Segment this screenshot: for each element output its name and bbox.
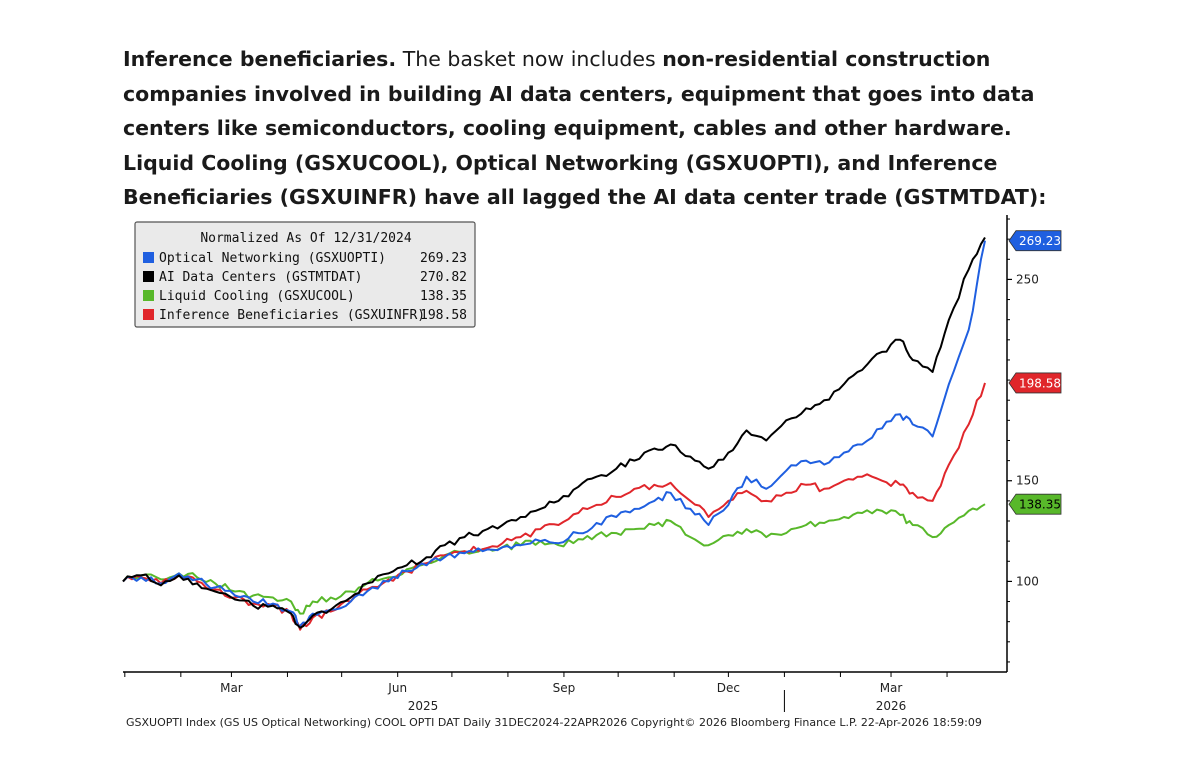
legend-title: Normalized As Of 12/31/2024 <box>200 231 411 246</box>
x-year-label-0: 2025 <box>408 699 439 713</box>
x-tick-label-4: Mar <box>880 681 903 695</box>
end-value-label-3: 198.58 <box>1019 376 1061 390</box>
legend-label-0: Optical Networking (GSXUOPTI) <box>159 251 386 266</box>
legend-swatch-0 <box>143 252 154 263</box>
series-line-0 <box>122 240 986 627</box>
end-value-label-2: 138.35 <box>1019 498 1061 512</box>
legend-swatch-2 <box>143 290 154 301</box>
legend-swatch-1 <box>143 271 154 282</box>
legend-swatch-3 <box>143 309 154 320</box>
legend-value-0: 269.23 <box>420 251 467 266</box>
legend-label-1: AI Data Centers (GSTMTDAT) <box>159 270 363 285</box>
x-tick-label-2: Sep <box>553 681 576 695</box>
end-value-tag-2 <box>1008 493 1062 515</box>
legend-value-3: 198.58 <box>420 308 467 323</box>
x-tick-label-0: Mar <box>220 681 243 695</box>
legend-label-3: Inference Beneficiaries (GSXUINFR) <box>159 308 425 323</box>
emphasis-text: non-residential construction companies i… <box>123 47 1047 209</box>
x-tick-label-3: Dec <box>717 681 740 695</box>
series-line-1 <box>122 236 986 629</box>
legend-label-2: Liquid Cooling (GSXUCOOL) <box>159 289 355 304</box>
chart-legend: Normalized As Of 12/31/2024 Optical Netwo… <box>134 221 476 328</box>
y-tick-label-0: 100 <box>1016 574 1039 588</box>
legend-value-1: 270.82 <box>420 270 467 285</box>
end-value-tag-0 <box>1008 230 1062 252</box>
x-year-label-1: 2026 <box>876 699 907 713</box>
lead-text: Inference beneficiaries. <box>123 47 397 71</box>
end-value-tag-3 <box>1008 372 1062 394</box>
y-tick-label-2: 250 <box>1016 272 1039 286</box>
legend-value-2: 138.35 <box>420 289 467 304</box>
intro-paragraph: Inference beneficiaries. The basket now … <box>123 42 1083 215</box>
y-tick-label-1: 150 <box>1016 474 1039 488</box>
series-line-3 <box>122 382 986 631</box>
intro-text: The basket now includes <box>396 47 663 71</box>
x-tick-label-1: Jun <box>387 681 407 695</box>
end-value-label-0: 269.23 <box>1019 234 1061 248</box>
series-line-2 <box>122 503 986 615</box>
chart-footer: GSXUOPTI Index (GS US Optical Networking… <box>126 716 982 729</box>
legend-frame <box>134 221 476 328</box>
